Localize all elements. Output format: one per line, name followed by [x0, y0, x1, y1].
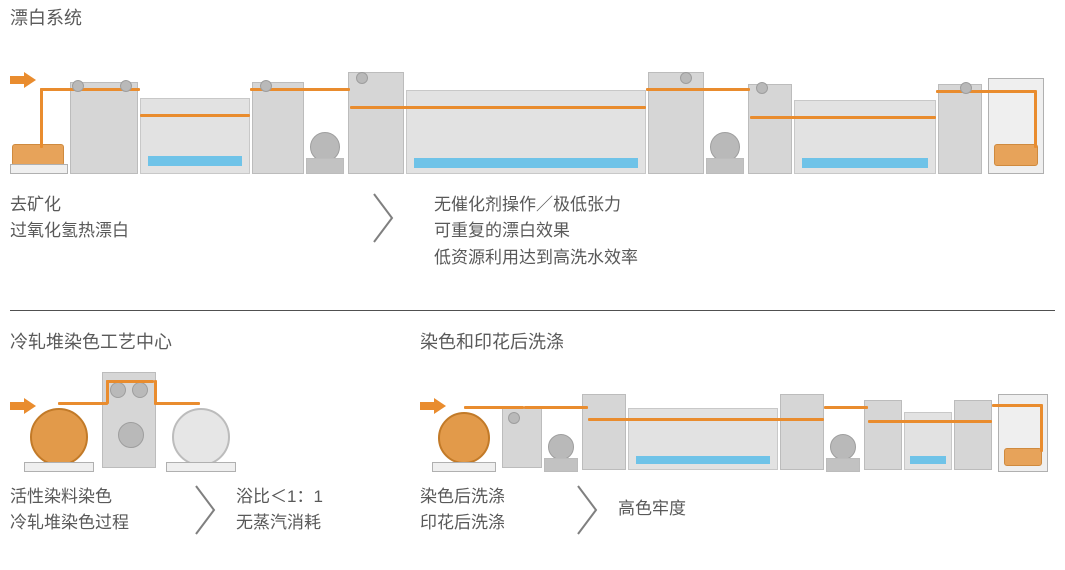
- roll-base: [432, 462, 496, 472]
- caption-line: 过氧化氢热漂白: [10, 218, 410, 244]
- fabric-path: [824, 406, 868, 409]
- chevron-icon: [192, 484, 218, 536]
- transfer-roller: [830, 434, 856, 460]
- cold-pad-diagram: [10, 362, 390, 474]
- section-title: 漂白系统: [10, 4, 1055, 30]
- wash-box-1: [748, 84, 792, 174]
- fabric-path: [106, 380, 109, 404]
- transfer-unit-2: [706, 158, 744, 174]
- washer-1-right: [780, 394, 824, 470]
- washer-2-left: [864, 400, 902, 470]
- caption-right: 无催化剂操作／极低张力 可重复的漂白效果 低资源利用达到高洗水效率: [434, 192, 638, 271]
- input-batch-roll: [438, 412, 490, 464]
- caption-line: 高色牢度: [618, 496, 686, 522]
- machine-2-left: [348, 72, 404, 174]
- section-title: 染色和印花后洗涤: [420, 328, 1055, 354]
- pad-roller: [118, 422, 144, 448]
- caption-left: 活性染料染色 冷轧堆染色过程: [10, 484, 174, 537]
- fabric-path: [40, 88, 43, 148]
- transfer-base: [544, 458, 578, 472]
- caption-line: 染色后洗涤: [420, 484, 556, 510]
- washer-2-right: [954, 400, 992, 470]
- section-washing: 染色和印花后洗涤: [420, 328, 1055, 537]
- fabric-path: [868, 420, 992, 423]
- washer-1-left: [582, 394, 626, 470]
- fabric-path: [464, 406, 524, 409]
- roll-stand: [10, 164, 68, 174]
- output-fabric-roll: [994, 144, 1038, 166]
- fabric-path: [154, 402, 200, 405]
- caption-line: 冷轧堆染色过程: [10, 510, 174, 536]
- roll-base: [166, 462, 236, 472]
- caption-right: 高色牢度: [618, 484, 686, 522]
- output-fabric-roll: [1004, 448, 1042, 466]
- fabric-path: [750, 116, 936, 119]
- fabric-path: [588, 418, 824, 421]
- roller: [260, 80, 272, 92]
- bleaching-captions: 去矿化 过氧化氢热漂白 无催化剂操作／极低张力 可重复的漂白效果 低资源利用达到…: [10, 192, 1055, 271]
- feed-arrow-icon: [420, 398, 446, 414]
- roller: [120, 80, 132, 92]
- transfer-roller: [548, 434, 574, 460]
- section-bleaching: 漂白系统: [10, 4, 1055, 271]
- machine-1b: [252, 82, 304, 174]
- section-title: 冷轧堆染色工艺中心: [10, 328, 390, 354]
- transfer-base: [826, 458, 860, 472]
- fabric-path: [992, 404, 1042, 407]
- roller: [680, 72, 692, 84]
- caption-line: 活性染料染色: [10, 484, 174, 510]
- feed-arrow-icon: [10, 72, 36, 88]
- caption-left: 染色后洗涤 印花后洗涤: [420, 484, 556, 537]
- fabric-path: [646, 88, 750, 91]
- chevron-icon: [370, 192, 396, 244]
- washing-captions: 染色后洗涤 印花后洗涤 高色牢度: [420, 484, 1055, 537]
- fabric-path: [154, 380, 157, 404]
- roller: [960, 82, 972, 94]
- fabric-path: [58, 402, 108, 405]
- pad-roller: [132, 382, 148, 398]
- fabric-path: [936, 90, 1036, 93]
- chevron-icon: [574, 484, 600, 536]
- caption-left: 去矿化 过氧化氢热漂白: [10, 192, 410, 245]
- caption-line: 低资源利用达到高洗水效率: [434, 245, 638, 271]
- pad-roller: [110, 382, 126, 398]
- section-cold-pad-batch: 冷轧堆染色工艺中心 活性染料染色 冷轧堆染色过程 浴比＜1：1: [10, 328, 390, 537]
- water-main: [414, 158, 638, 168]
- cold-pad-captions: 活性染料染色 冷轧堆染色过程 浴比＜1：1 无蒸汽消耗: [10, 484, 390, 537]
- roller: [508, 412, 520, 424]
- caption-line: 去矿化: [10, 192, 410, 218]
- horizontal-divider: [10, 310, 1055, 311]
- caption-line: 印花后洗涤: [420, 510, 556, 536]
- machine-1: [70, 82, 138, 174]
- caption-right: 浴比＜1：1 无蒸汽消耗: [236, 484, 323, 537]
- caption-line: 无催化剂操作／极低张力: [434, 192, 638, 218]
- roll-base: [24, 462, 94, 472]
- water-1: [148, 156, 242, 166]
- fabric-path: [350, 106, 646, 109]
- fabric-path: [1040, 404, 1043, 452]
- input-batch-roll: [30, 408, 88, 466]
- caption-line: 无蒸汽消耗: [236, 510, 323, 536]
- caption-line: 可重复的漂白效果: [434, 218, 638, 244]
- wash-box-2: [938, 84, 982, 174]
- feed-arrow-icon: [10, 398, 36, 414]
- fabric-path: [1034, 90, 1037, 148]
- roller: [356, 72, 368, 84]
- fabric-path: [524, 406, 588, 409]
- caption-line: 浴比＜1：1: [236, 484, 323, 510]
- bleaching-diagram: [10, 38, 1055, 178]
- wash-water: [802, 158, 928, 168]
- water: [636, 456, 770, 464]
- roller: [756, 82, 768, 94]
- washing-diagram: [420, 362, 1055, 474]
- water: [910, 456, 946, 464]
- fabric-path: [106, 380, 154, 383]
- input-fabric-roll: [12, 144, 64, 166]
- roller: [72, 80, 84, 92]
- transfer-unit-1: [306, 158, 344, 174]
- fabric-path: [140, 114, 250, 117]
- output-batch-roll: [172, 408, 230, 466]
